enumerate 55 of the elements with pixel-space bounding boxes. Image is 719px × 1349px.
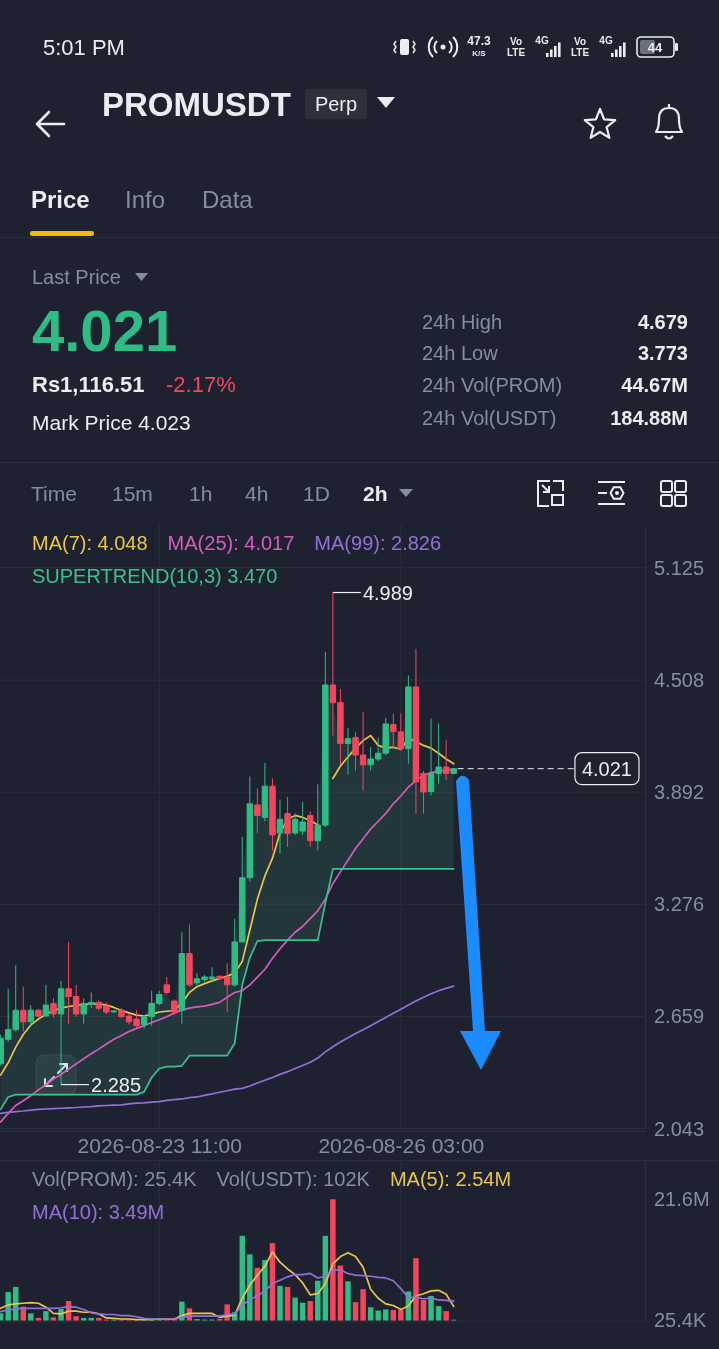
- text: 24h Vol(PROM): [422, 374, 563, 396]
- y-tick-label: 3.276: [654, 893, 705, 916]
- y-tick-label: 2.043: [654, 1117, 705, 1140]
- text: 24h Low: [422, 342, 499, 364]
- text: Rs1,116.51: [32, 371, 145, 397]
- ref-line-label: 4.021: [581, 757, 632, 780]
- annotation: 4.989: [362, 581, 413, 604]
- text: 2h: [363, 481, 388, 505]
- text: 184.88M: [610, 407, 688, 429]
- text: 47.3: [467, 34, 491, 48]
- text: Info: [125, 185, 166, 213]
- text: Price: [31, 185, 90, 213]
- text: MA(5): 2.54M: [389, 1168, 512, 1190]
- text: MA(10): 3.49M: [32, 1201, 165, 1223]
- text: 4h: [245, 481, 269, 505]
- text: 24h High: [422, 311, 503, 333]
- text: Perp: [314, 93, 358, 115]
- text: 1h: [189, 481, 213, 505]
- text: Time: [31, 481, 77, 505]
- annotation: 2.285: [91, 1073, 142, 1096]
- text: Data: [202, 185, 254, 213]
- text: Vo: [573, 35, 587, 47]
- x-tick-label: 2026-08-26 03:00: [318, 1133, 485, 1157]
- text: Mark Price 4.023: [32, 410, 191, 434]
- y-tick-label: 3.892: [654, 781, 705, 804]
- text: MA(7): 4.048: [32, 532, 148, 554]
- text: SUPERTREND(10,3) 3.470: [32, 565, 278, 587]
- text: 4G: [535, 34, 549, 46]
- annotation: Vol(USDT): 102K: [216, 1168, 371, 1190]
- text: -2.17%: [166, 371, 236, 397]
- text: 44.67M: [621, 374, 688, 396]
- annotation: Vol(PROM): 25.4K: [32, 1168, 198, 1190]
- x-tick-label: 2026-08-23 11:00: [77, 1133, 242, 1157]
- text: 44: [647, 39, 663, 55]
- text: 4.679: [637, 311, 688, 333]
- text: Last Price: [32, 266, 121, 288]
- text: LTE: [570, 46, 590, 58]
- text: 1D: [303, 481, 330, 505]
- text: 3.773: [637, 342, 688, 364]
- text: MA(25): 4.017: [167, 532, 295, 554]
- text: LTE: [506, 46, 526, 58]
- text: 24h Vol(USDT): [422, 407, 557, 429]
- y-tick-label: 2.659: [654, 1005, 705, 1028]
- text: K/S: [472, 48, 487, 58]
- text: 15m: [112, 481, 153, 505]
- y-tick-label: 4.508: [654, 668, 705, 691]
- text: PROMUSDT: [102, 85, 291, 123]
- y-tick-label: 25.4K: [654, 1309, 707, 1332]
- text: 4G: [599, 34, 613, 46]
- text: Vo: [509, 35, 523, 47]
- y-tick-label: 5.125: [654, 556, 705, 579]
- text: 4.021: [32, 297, 178, 363]
- text: MA(99): 2.826: [314, 532, 442, 554]
- text: 5:01 PM: [43, 34, 125, 60]
- y-tick-label: 21.6M: [654, 1188, 710, 1211]
